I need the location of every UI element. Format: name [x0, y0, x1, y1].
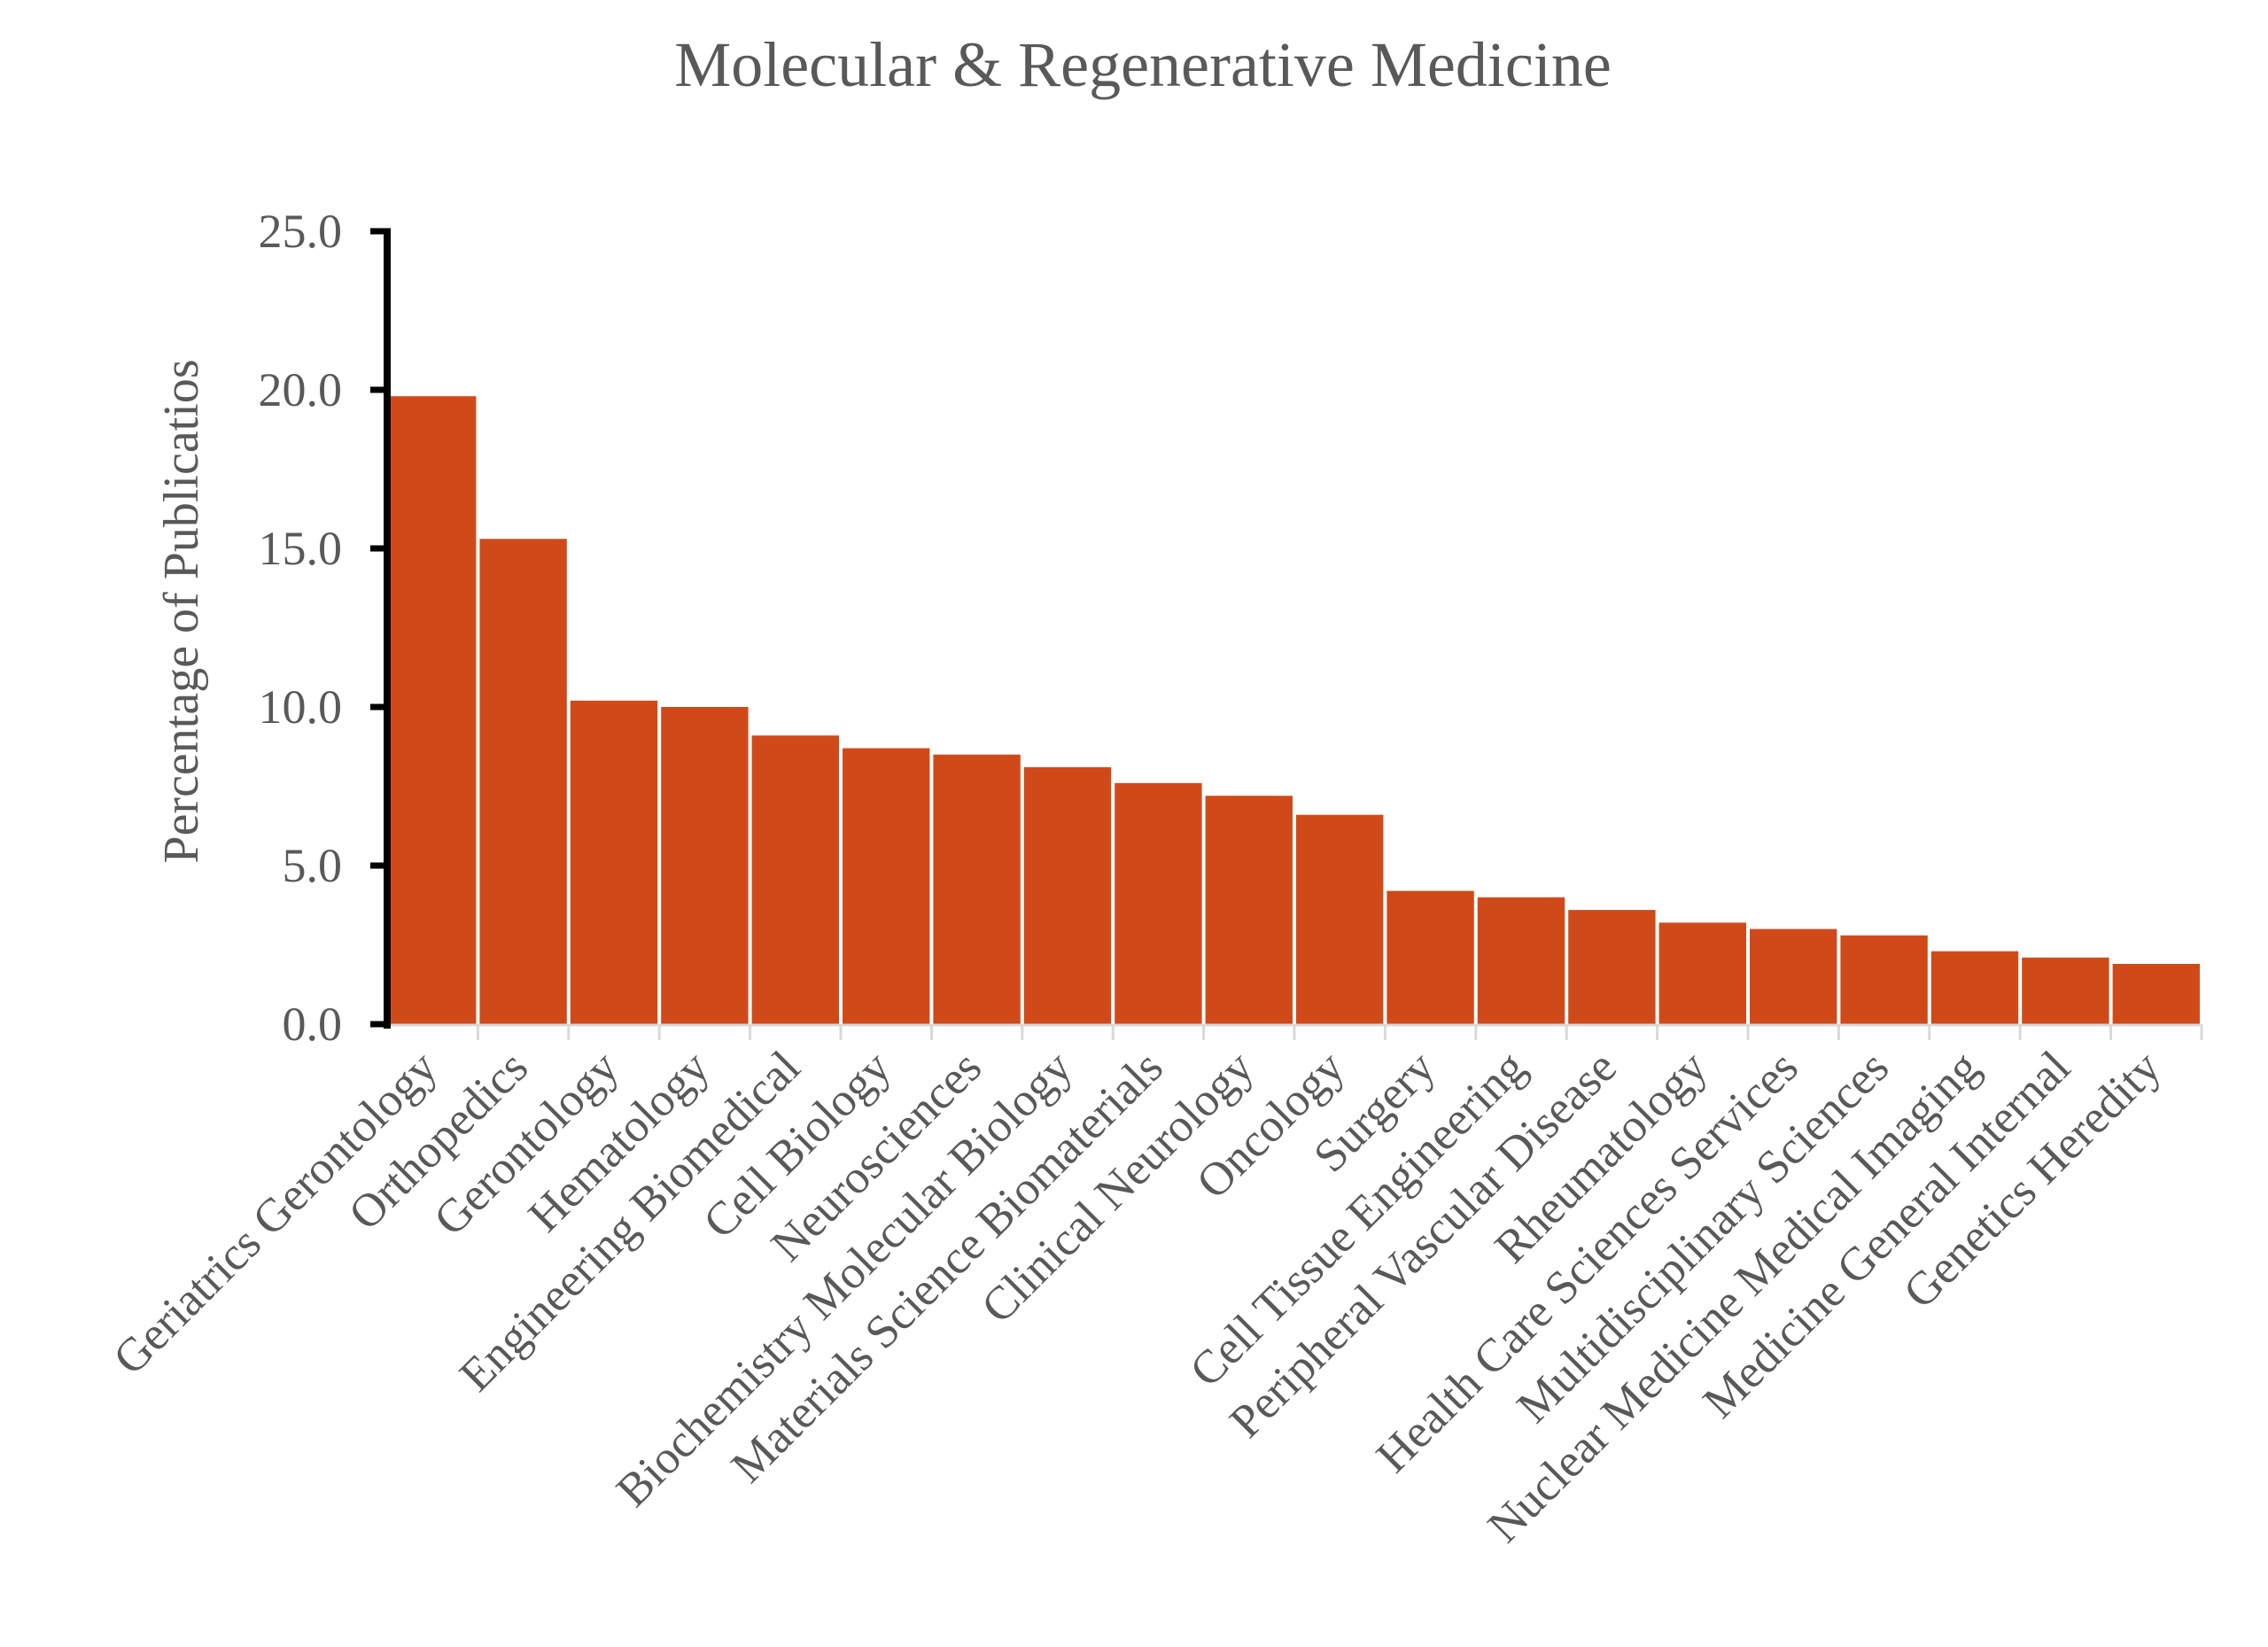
bar-7 — [933, 754, 1021, 1024]
y-tick-label: 25.0 — [259, 205, 343, 258]
bar-20 — [2112, 964, 2200, 1024]
y-tick-label: 20.0 — [259, 363, 343, 416]
bar-1 — [389, 396, 477, 1024]
bar-6 — [843, 748, 930, 1024]
y-axis: 0.0 5.0 10.0 15.0 20.0 25.0 — [259, 205, 391, 1051]
x-axis — [387, 1023, 2203, 1040]
y-tick-label: 15.0 — [259, 522, 343, 575]
y-tick-label: 0.0 — [283, 998, 343, 1051]
bar-10 — [1205, 796, 1293, 1024]
x-axis-labels: Geriatrics GerontologyOrthopedicsGeronto… — [104, 1041, 2171, 1552]
bar-3 — [570, 700, 658, 1024]
bar-8 — [1023, 767, 1112, 1024]
bar-11 — [1296, 814, 1384, 1024]
bar-5 — [751, 735, 839, 1024]
bar-16 — [1750, 928, 1837, 1024]
bar-18 — [1930, 951, 2019, 1024]
bar-4 — [661, 707, 749, 1024]
bar-14 — [1568, 910, 1656, 1024]
y-tick-label: 5.0 — [283, 839, 343, 892]
bar-2 — [479, 539, 567, 1024]
bar-12 — [1386, 890, 1474, 1024]
y-axis-label: Percentage of Publicatios — [154, 359, 209, 863]
chart-title: Molecular & Regenerative Medicine — [674, 29, 1612, 100]
bar-15 — [1658, 922, 1746, 1024]
bar-19 — [2022, 957, 2109, 1024]
bar-17 — [1840, 935, 1928, 1024]
bar-9 — [1115, 782, 1202, 1024]
y-tick-label: 10.0 — [259, 680, 343, 734]
bars — [389, 396, 2200, 1024]
bar-13 — [1477, 897, 1565, 1024]
